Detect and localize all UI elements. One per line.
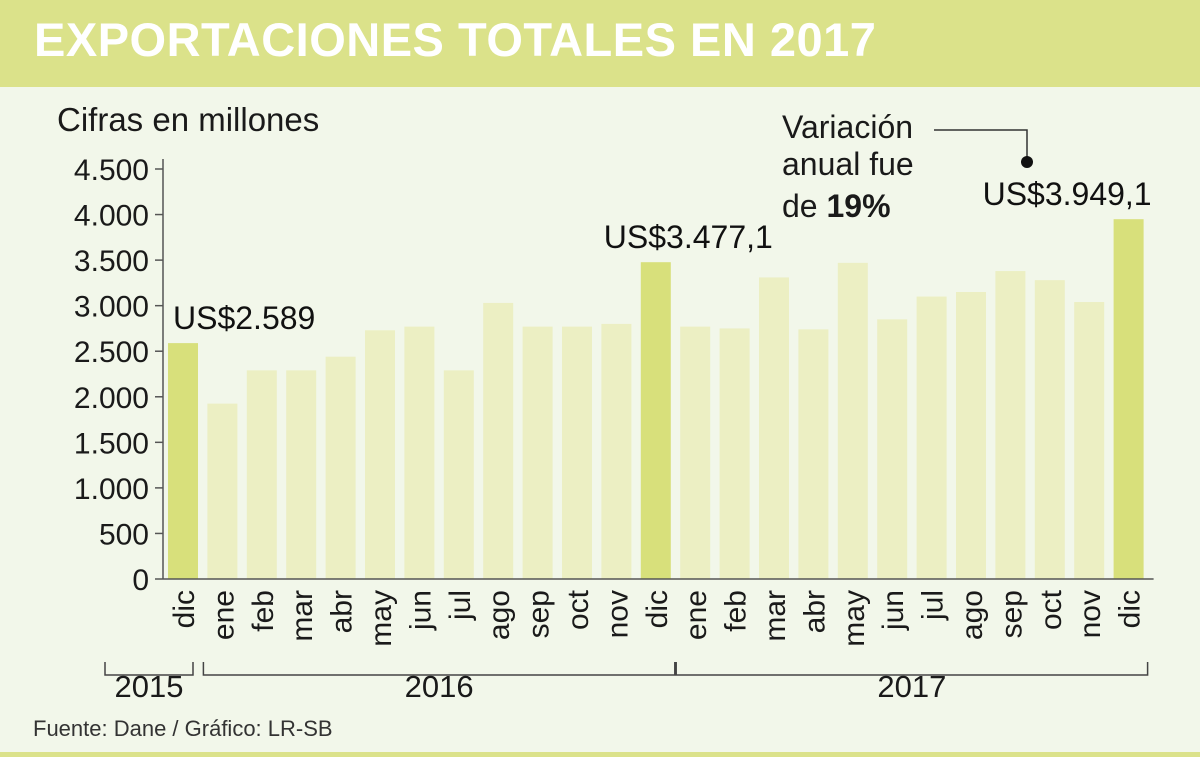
y-tick-label: 3.500 <box>74 245 149 278</box>
annotation-dot <box>1021 156 1033 168</box>
x-tick-label-12: dic <box>641 590 674 628</box>
x-tick-label-7: jul <box>444 590 477 621</box>
year-bracket-2016 <box>202 662 676 676</box>
x-tick-label-6: jun <box>404 590 437 631</box>
bar-13-ene <box>680 326 711 579</box>
x-tick-label-23: nov <box>1074 590 1107 638</box>
year-bracket-2015 <box>104 662 194 676</box>
y-tick-label: 1.500 <box>74 427 149 460</box>
bar-12-dic <box>640 262 671 579</box>
x-tick-label-2: feb <box>247 590 280 632</box>
x-tick-label-15: mar <box>759 590 792 642</box>
x-tick-label-10: oct <box>562 589 595 630</box>
bar-21-sep <box>995 271 1026 579</box>
bar-18-jun <box>877 319 908 579</box>
bottom-rule <box>0 752 1200 757</box>
bar-15-mar <box>759 277 789 579</box>
y-tick-label: 3.000 <box>74 291 149 324</box>
bar-24-dic <box>1113 219 1144 579</box>
data-labels: US$2.589 US$3.477,1 US$3.949,1 <box>173 176 1152 336</box>
y-tick-label: 4.000 <box>74 200 149 233</box>
y-tick-label: 500 <box>99 518 149 551</box>
x-axis: dic ene feb mar abr may jun jul ago sep oct nov dic e… <box>163 578 1154 647</box>
y-axis: 0 500 1.000 1.500 2.000 2.500 3.000 3.500 4.000 4… <box>74 154 164 597</box>
bar-11-nov <box>601 323 632 579</box>
x-tick-label-5: may <box>365 590 398 647</box>
x-tick-label-4: abr <box>326 590 359 633</box>
bar-6-jun <box>404 326 435 579</box>
annotation-value: 19% <box>826 188 890 224</box>
chart-title: EXPORTACIONES TOTALES EN 2017 <box>34 13 877 66</box>
units-label: Cifras en millones <box>57 101 320 138</box>
x-tick-label-11: nov <box>601 590 634 638</box>
bar-14-feb <box>719 328 750 579</box>
bar-7-jul <box>443 370 474 579</box>
bar-23-nov <box>1074 302 1105 579</box>
annotation-line-2: anual fue <box>782 146 914 182</box>
x-tick-label-21: sep <box>995 590 1028 638</box>
source-note: Fuente: Dane / Gráfico: LR-SB <box>33 716 333 741</box>
bar-9-sep <box>522 326 553 579</box>
x-tick-label-1: ene <box>207 590 240 640</box>
bar-4-abr <box>325 356 356 579</box>
annotation-prefix: de <box>782 188 818 224</box>
bar-1-ene <box>207 403 238 579</box>
bar-5-may <box>365 330 395 579</box>
bar-0-dic <box>168 343 198 579</box>
x-tick-label-17: may <box>838 590 871 647</box>
bar-16-abr <box>798 329 829 579</box>
bar-20-ago <box>956 292 986 579</box>
x-tick-label-13: ene <box>680 590 713 640</box>
year-label-2016: 2016 <box>405 669 474 704</box>
bar-19-jul <box>916 296 947 579</box>
x-tick-label-14: feb <box>720 590 753 632</box>
data-label-24: US$3.949,1 <box>983 176 1152 212</box>
y-tick-label: 2.500 <box>74 336 149 369</box>
data-label-0: US$2.589 <box>173 300 315 336</box>
y-tick-label: 0 <box>132 564 149 597</box>
bar-22-oct <box>1034 280 1065 579</box>
bars-group <box>168 219 1144 579</box>
year-bracket-2017 <box>675 662 1149 676</box>
bar-17-may <box>837 262 868 579</box>
x-tick-label-22: oct <box>1035 589 1068 630</box>
x-tick-label-3: mar <box>286 590 319 642</box>
x-tick-label-16: abr <box>798 590 831 633</box>
y-tick-label: 1.000 <box>74 473 149 506</box>
bar-2-feb <box>246 370 277 579</box>
data-label-12: US$3.477,1 <box>604 219 773 255</box>
x-tick-label-24: dic <box>1114 590 1147 628</box>
year-groups: 2015 2016 2017 <box>104 662 1149 704</box>
annotation-line-3: de 19% <box>782 188 891 224</box>
variation-annotation: Variación anual fue de 19% <box>782 109 1033 224</box>
year-label-2015: 2015 <box>115 669 184 704</box>
y-tick-label: 4.500 <box>74 154 149 187</box>
bar-3-mar <box>286 370 317 579</box>
x-tick-label-0: dic <box>168 590 201 628</box>
x-tick-label-20: ago <box>956 590 989 640</box>
x-tick-label-18: jun <box>877 590 910 631</box>
x-tick-label-9: sep <box>523 590 556 638</box>
y-tick-label: 2.000 <box>74 382 149 415</box>
annotation-leader-line <box>934 129 1028 160</box>
bar-8-ago <box>483 302 514 579</box>
bar-10-oct <box>562 326 592 579</box>
title-banner: EXPORTACIONES TOTALES EN 2017 <box>0 0 1200 87</box>
annotation-line-1: Variación <box>782 109 913 145</box>
year-label-2017: 2017 <box>877 669 946 704</box>
x-tick-label-19: jul <box>917 590 950 621</box>
x-tick-label-8: ago <box>483 590 516 640</box>
